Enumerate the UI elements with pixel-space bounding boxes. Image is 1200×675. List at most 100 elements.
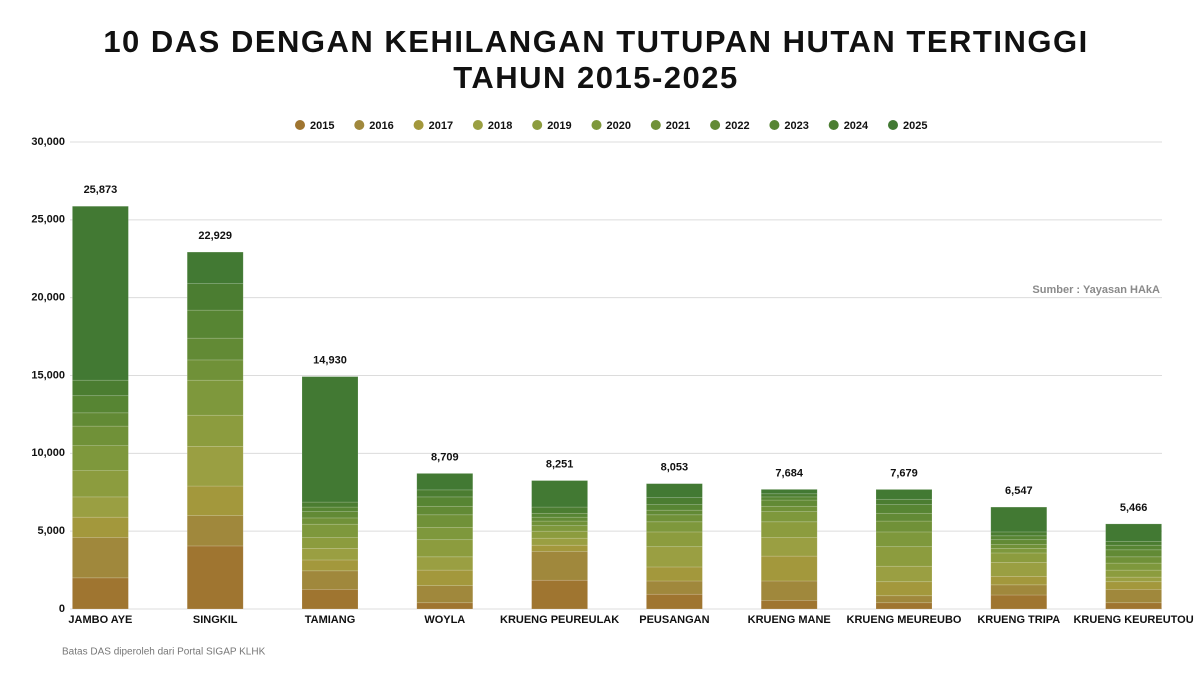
bar-segment xyxy=(875,546,933,567)
bar-segment xyxy=(186,283,244,311)
total-label: 7,684 xyxy=(775,467,803,479)
bar-segment xyxy=(990,552,1048,563)
bar-segment xyxy=(990,544,1048,549)
bar-segment xyxy=(646,483,703,498)
x-tick-label: SINGKIL xyxy=(193,614,238,626)
bar-segment xyxy=(531,551,588,581)
bar-segment xyxy=(186,309,244,339)
bar-segment xyxy=(646,504,703,511)
bar-segment xyxy=(646,531,703,548)
bar-segment xyxy=(531,506,588,514)
total-label: 8,053 xyxy=(661,462,689,474)
bar-segment xyxy=(301,517,359,525)
bar-segment xyxy=(186,337,244,361)
bar-segment xyxy=(760,493,818,498)
bar-segment xyxy=(72,379,129,397)
legend-label: 2020 xyxy=(607,120,631,132)
bar-segment xyxy=(416,569,474,586)
bar-segment xyxy=(186,251,244,284)
bar-segment xyxy=(531,516,588,522)
bar-segment xyxy=(416,505,474,516)
x-tick-label: JAMBO AYE xyxy=(68,614,132,626)
total-label: 25,873 xyxy=(84,184,118,196)
legend-swatch xyxy=(413,120,424,130)
bar-segment xyxy=(186,414,244,447)
y-tick-label: 15,000 xyxy=(31,369,65,381)
bar-segment xyxy=(875,565,933,583)
bar-segment xyxy=(531,525,588,532)
legend-label: 2021 xyxy=(666,120,690,132)
bar-segment xyxy=(72,516,129,538)
bar-segment xyxy=(875,520,933,533)
total-label: 7,679 xyxy=(890,467,918,479)
bar-segment xyxy=(875,595,933,604)
bar-segment xyxy=(416,473,474,491)
bar-segment xyxy=(186,379,244,416)
bar-segment xyxy=(186,485,244,516)
bar-segment xyxy=(301,523,359,538)
bar-segment xyxy=(1105,576,1162,583)
bar-segment xyxy=(760,555,818,582)
x-tick-label: KRUENG PEUREULAK xyxy=(500,614,619,626)
bar-segment xyxy=(301,559,359,572)
legend-swatch xyxy=(472,120,483,130)
bar-segment xyxy=(416,514,474,528)
legend-label: 2025 xyxy=(903,120,927,132)
bar-segment xyxy=(1105,589,1162,604)
bar-segment xyxy=(990,547,1048,554)
bar-segment xyxy=(875,512,933,522)
legend-label: 2018 xyxy=(488,120,512,132)
y-tick-label: 25,000 xyxy=(31,214,65,226)
bar-segment xyxy=(1105,540,1162,546)
bar-segment xyxy=(1105,523,1162,542)
bar-segment xyxy=(416,526,474,541)
bar-segment xyxy=(301,537,359,549)
bar-segment xyxy=(760,537,818,557)
footnote: Batas DAS diperoleh dari Portal SIGAP KL… xyxy=(62,647,266,658)
total-label: 22,929 xyxy=(198,230,232,242)
bar-segment xyxy=(1105,556,1162,564)
total-label: 6,547 xyxy=(1005,485,1033,497)
legend-label: 2015 xyxy=(310,120,334,132)
bar-segment xyxy=(1105,549,1162,558)
bar-segment xyxy=(646,509,703,516)
bar-segment xyxy=(875,489,933,500)
bar-segment xyxy=(301,570,359,590)
bar-segment xyxy=(1105,581,1162,590)
bar-segment xyxy=(416,539,474,558)
bar-segment xyxy=(760,505,818,513)
bar-segment xyxy=(72,412,129,427)
bar-segment xyxy=(760,496,818,501)
legend-swatch xyxy=(888,120,898,130)
bar-segment xyxy=(990,576,1048,586)
legend-swatch xyxy=(710,120,721,130)
bar-segment xyxy=(990,539,1048,545)
bar-segment xyxy=(646,514,703,523)
bar-segment xyxy=(301,506,359,513)
bar-segment xyxy=(1105,544,1162,551)
legend-label: 2023 xyxy=(784,120,808,132)
bar-segment xyxy=(531,530,588,539)
bar-segment xyxy=(875,581,933,597)
bar-segment xyxy=(416,489,474,498)
x-tick-label: KRUENG TRIPA xyxy=(977,614,1060,626)
bar-segment xyxy=(760,499,818,507)
bar-segment xyxy=(875,504,933,514)
bar-segment xyxy=(990,561,1048,577)
x-tick-label: KRUENG MEUREUBO xyxy=(847,614,962,626)
bar-segment xyxy=(760,580,818,601)
bar-segment xyxy=(416,602,474,610)
bar-segment xyxy=(531,480,588,508)
total-label: 8,251 xyxy=(546,458,574,470)
legend-swatch xyxy=(295,120,305,130)
bar-segment xyxy=(301,511,359,519)
legend-label: 2016 xyxy=(369,120,393,132)
bar-segment xyxy=(72,470,129,498)
chart-title: 10 DAS DENGAN KEHILANGAN TUTUPAN HUTAN T… xyxy=(103,24,1088,59)
bar-segment xyxy=(646,580,703,595)
y-tick-label: 5,000 xyxy=(37,525,65,537)
bar-segment xyxy=(875,531,933,548)
bar-segment xyxy=(72,205,129,381)
total-label: 5,466 xyxy=(1120,502,1148,514)
